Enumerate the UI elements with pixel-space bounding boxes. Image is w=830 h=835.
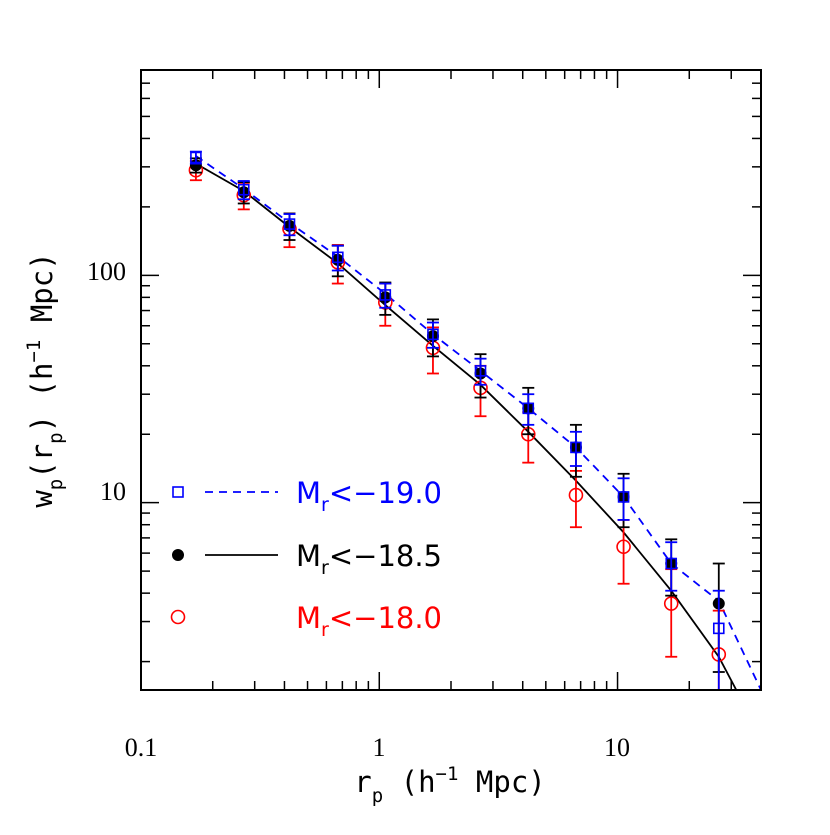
data-point	[616, 539, 631, 555]
x-tick-label-10: 10	[604, 733, 630, 762]
y-tick-label-100: 100	[87, 257, 126, 286]
tick-layer	[140, 69, 762, 690]
data-point	[190, 151, 202, 164]
clipped-series	[188, 150, 761, 690]
data-point	[712, 622, 725, 635]
plot-frame	[140, 69, 762, 691]
data-point	[522, 402, 535, 415]
legend-marker-1	[172, 549, 184, 561]
legend-label-1: Mr<−18.5	[296, 539, 442, 579]
series-line-1	[195, 162, 738, 690]
x-tick-label-1: 1	[373, 733, 386, 762]
data-point	[379, 289, 392, 301]
legend-marker-0	[172, 486, 184, 498]
data-point	[617, 491, 630, 503]
y-axis-label: wp(rp) (h−1 Mpc)	[23, 252, 67, 507]
legend-label-2: Mr<−18.0	[296, 601, 442, 641]
legend-label-0: Mr<−19.0	[296, 476, 442, 516]
x-tick-label-0.1: 0.1	[125, 733, 158, 762]
data-point	[237, 183, 250, 196]
data-point	[663, 596, 679, 611]
data-point	[665, 557, 678, 570]
legend: Mr<−19.0 Mr<−18.5 Mr<−18.0	[170, 476, 442, 641]
data-point	[570, 441, 582, 454]
legend-marker-2	[170, 609, 186, 625]
data-point	[332, 251, 344, 264]
data-point	[568, 487, 584, 503]
x-axis-label: rp (h−1 Mpc)	[354, 763, 546, 807]
data-point	[474, 365, 487, 377]
data-point	[283, 218, 296, 230]
data-point	[427, 328, 439, 341]
series-line-0	[195, 155, 761, 690]
y-tick-label-10: 10	[100, 477, 126, 506]
series-layer	[188, 150, 761, 690]
